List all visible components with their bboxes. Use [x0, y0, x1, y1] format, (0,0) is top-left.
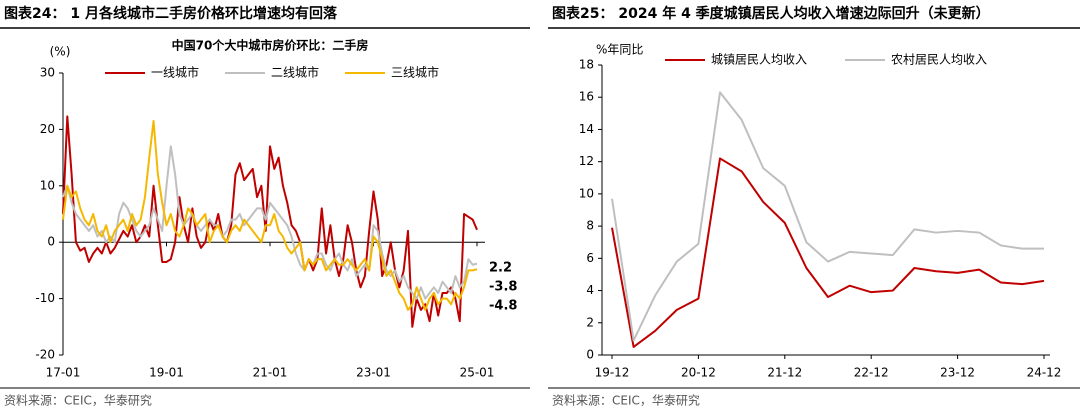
y-tick-label: 0 [47, 235, 55, 249]
y-tick-label: -20 [35, 348, 55, 362]
panel-title: 图表24： 1 月各线城市二手房价格环比增速均有回落 [4, 5, 338, 22]
series-line [611, 91, 1044, 342]
legend-label: 农村居民人均收入 [891, 53, 987, 67]
y-tick-label: 30 [40, 66, 55, 80]
y-tick-label: 6 [586, 251, 594, 265]
panel-title: 图表25： 2024 年 4 季度城镇居民人均收入增速边际回升（未更新） [552, 5, 990, 22]
x-tick-label: 22-12 [854, 366, 889, 380]
y-tick-label: 14 [579, 122, 594, 136]
y-tick-label: 8 [586, 219, 594, 233]
x-tick-label: 25-01 [460, 366, 495, 380]
data-label: -3.8 [489, 280, 517, 295]
chart-subtitle: 中国70个大中城市房价环比：二手房 [172, 38, 369, 53]
y-axis-label: (%) [50, 45, 71, 59]
x-tick-label: 23-01 [356, 366, 391, 380]
legend-label: 城镇居民人均收入 [711, 53, 807, 67]
legend-label: 二线城市 [271, 65, 319, 80]
data-label: 2.2 [489, 261, 512, 276]
series-line [62, 145, 478, 300]
y-tick-label: 16 [579, 90, 594, 104]
y-tick-label: 20 [40, 122, 55, 136]
series-line [62, 115, 478, 328]
source: 资料来源：CEIC，华泰研究 [4, 393, 152, 408]
legend-label: 一线城市 [151, 65, 199, 80]
x-tick-label: 19-12 [595, 366, 630, 380]
source: 资料来源：CEIC，华泰研究 [552, 393, 700, 408]
data-label: -4.8 [489, 299, 517, 314]
x-tick-label: 23-12 [940, 366, 975, 380]
x-tick-label: 21-01 [253, 366, 288, 380]
y-tick-label: 2 [586, 315, 594, 329]
legend-label: 三线城市 [391, 65, 439, 80]
x-tick-label: 24-12 [1027, 366, 1062, 380]
y-tick-label: 18 [579, 58, 594, 72]
series-line [611, 157, 1045, 348]
y-tick-label: 12 [579, 154, 594, 168]
x-tick-label: 17-01 [46, 366, 81, 380]
y-tick-label: -10 [35, 291, 55, 305]
x-tick-label: 19-01 [149, 366, 184, 380]
y-tick-label: 10 [40, 178, 55, 192]
y-tick-label: 0 [586, 348, 594, 362]
x-tick-label: 21-12 [767, 366, 802, 380]
y-tick-label: 10 [579, 186, 594, 200]
y-axis-label: %年同比 [596, 43, 643, 57]
series-line [62, 119, 478, 311]
x-tick-label: 20-12 [681, 366, 716, 380]
y-tick-label: 4 [586, 283, 594, 297]
